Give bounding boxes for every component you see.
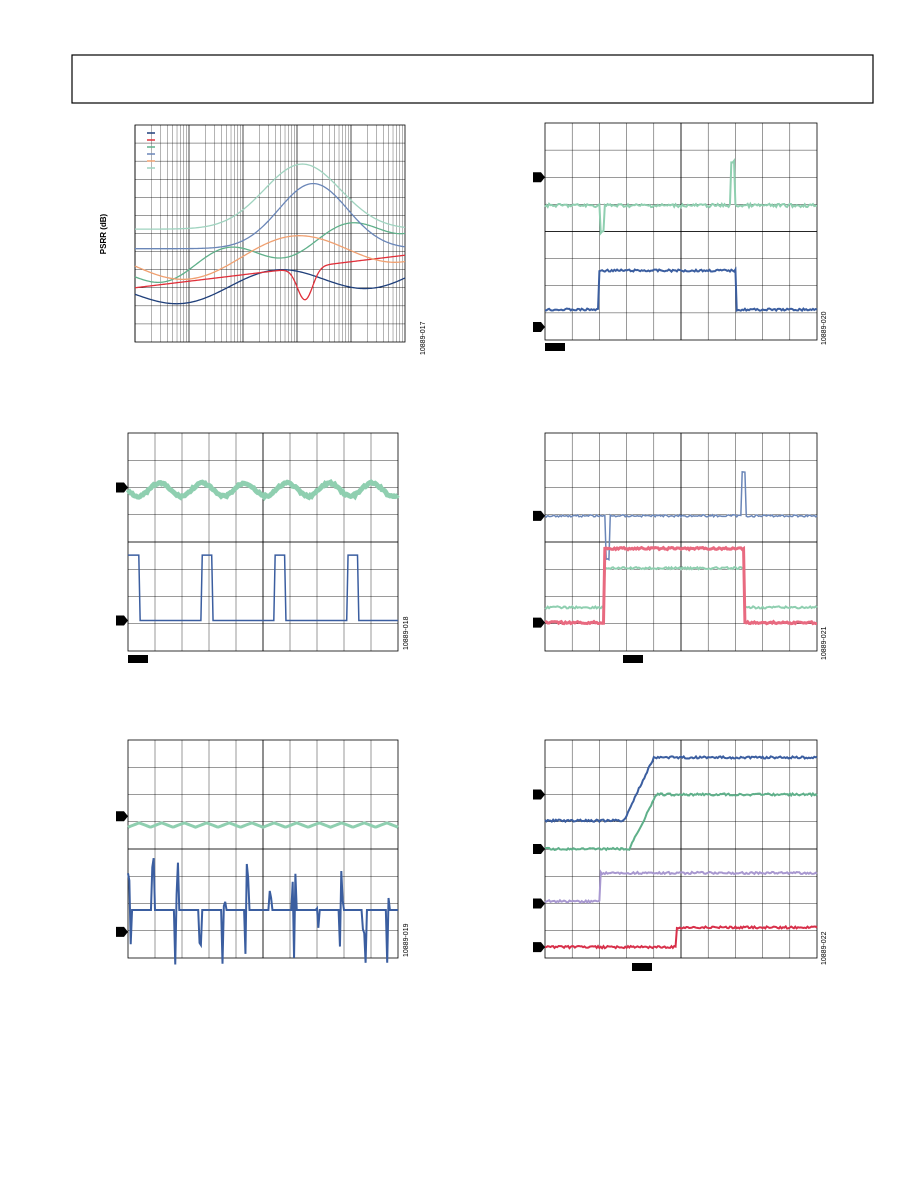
trace: [134, 235, 406, 281]
channel-marker: [533, 789, 545, 800]
header-box: [71, 54, 874, 104]
channel-marker: [116, 482, 128, 493]
scope-label: [128, 655, 148, 663]
trace: [134, 254, 406, 301]
channel-marker: [533, 510, 545, 521]
trace: [134, 163, 406, 230]
trace: [544, 565, 818, 610]
trace: [544, 869, 818, 904]
figure-id: 10889-017: [420, 321, 427, 355]
channel-marker: [116, 811, 128, 822]
trace: [128, 554, 398, 622]
channel-marker: [533, 844, 545, 854]
figure-id: 10889-020: [821, 311, 828, 345]
channel-marker: [533, 617, 545, 628]
trace: [544, 470, 818, 561]
figure-id: 10889-021: [821, 626, 828, 660]
trace: [544, 266, 818, 313]
channel-marker: [116, 615, 128, 626]
scope-label: [623, 655, 643, 663]
y-axis-label: PSRR (dB): [99, 213, 108, 254]
trace: [127, 821, 399, 829]
trace: [544, 754, 818, 824]
trace: [544, 157, 818, 236]
channel-marker: [533, 898, 545, 909]
channel-marker: [116, 926, 128, 937]
channel-marker: [533, 172, 545, 183]
channel-marker: [533, 942, 545, 953]
scope-label: [545, 343, 565, 351]
trace: [544, 924, 818, 950]
trace: [544, 545, 818, 626]
trace: [134, 182, 406, 250]
scope-label: [632, 963, 652, 971]
trace: [544, 791, 818, 852]
trace: [134, 269, 406, 305]
figure-id: 10889-018: [403, 616, 410, 650]
trace: [134, 222, 406, 284]
figure-id: 10889-022: [821, 931, 828, 965]
trace: [127, 857, 398, 965]
figure-id: 10889-019: [403, 923, 410, 957]
trace: [125, 479, 400, 502]
channel-marker: [533, 321, 545, 332]
